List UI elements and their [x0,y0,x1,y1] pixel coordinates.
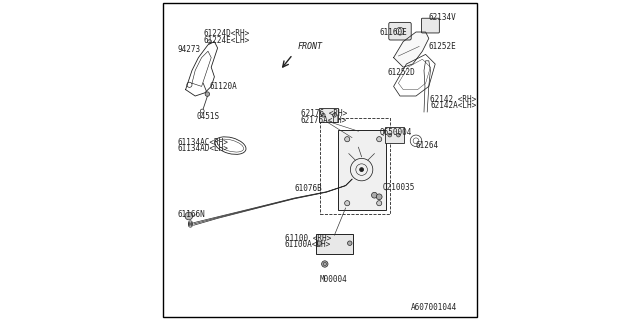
Text: 61134AD<LH>: 61134AD<LH> [178,144,228,153]
FancyBboxPatch shape [338,130,385,210]
Circle shape [371,192,378,198]
Circle shape [205,92,210,96]
Text: 62176A<LH>: 62176A<LH> [301,116,347,124]
Circle shape [348,241,352,245]
Circle shape [396,133,401,137]
Text: 61120A: 61120A [210,82,237,91]
FancyBboxPatch shape [319,108,339,122]
Circle shape [376,194,382,200]
Circle shape [333,113,337,117]
Circle shape [377,201,382,206]
Text: 61134AC<RH>: 61134AC<RH> [178,138,228,147]
FancyBboxPatch shape [388,22,412,40]
Circle shape [185,212,193,220]
Text: 62142A<LH>: 62142A<LH> [430,101,477,110]
Text: 61100A<LH>: 61100A<LH> [285,240,331,249]
Text: 62134V: 62134V [429,13,456,22]
Circle shape [377,137,382,142]
Text: Q210035: Q210035 [383,183,415,192]
Circle shape [388,133,392,137]
FancyBboxPatch shape [385,127,404,143]
Text: FRONT: FRONT [298,42,323,51]
Text: 61264: 61264 [416,141,439,150]
Circle shape [344,201,349,206]
Text: 61160E: 61160E [380,28,407,36]
Circle shape [360,168,364,172]
Text: 61224D<RH>: 61224D<RH> [204,29,250,38]
Text: 61100 <RH>: 61100 <RH> [285,234,331,243]
Text: Q650004: Q650004 [380,128,412,137]
Text: 61076B: 61076B [294,184,322,193]
Circle shape [322,261,328,267]
FancyBboxPatch shape [422,18,440,33]
Circle shape [344,137,349,142]
Text: 94273: 94273 [178,45,201,54]
Text: 61224E<LH>: 61224E<LH> [204,36,250,44]
Text: 61166N: 61166N [178,210,205,219]
Text: 62176 <RH>: 62176 <RH> [301,109,347,118]
Circle shape [317,241,322,245]
Text: 62142 <RH>: 62142 <RH> [430,95,477,104]
FancyBboxPatch shape [316,234,353,254]
Circle shape [321,113,325,117]
Text: 61252E: 61252E [429,42,456,51]
Text: 0451S: 0451S [197,112,220,121]
Text: M00004: M00004 [320,276,348,284]
Polygon shape [394,32,429,67]
Text: A607001044: A607001044 [412,303,458,312]
Text: 61252D: 61252D [387,68,415,76]
